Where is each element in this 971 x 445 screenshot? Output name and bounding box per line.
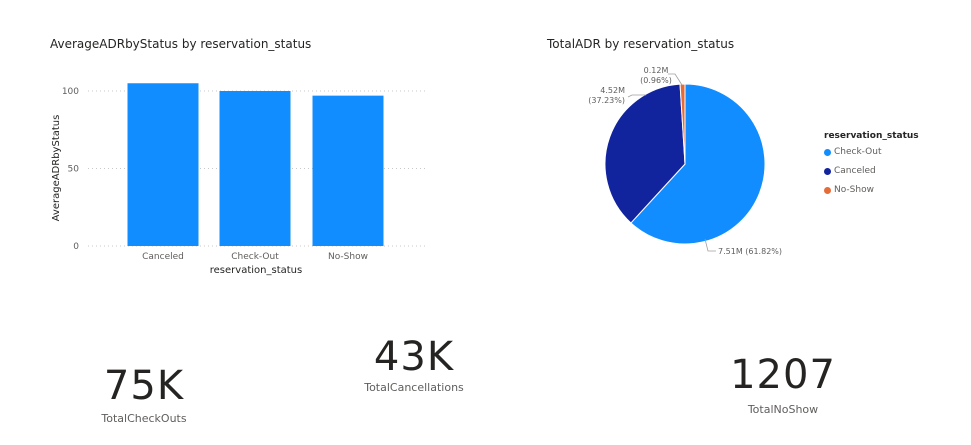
- pie-slice: [604, 83, 686, 224]
- bar: [312, 95, 384, 247]
- kpi-cancellations-label: TotalCancellations: [364, 381, 464, 394]
- legend-item-check-out[interactable]: Check-Out: [824, 147, 882, 157]
- data-label: 4.52M: [600, 86, 625, 95]
- leader-line: [704, 238, 716, 252]
- legend-item-no-show[interactable]: No-Show: [824, 185, 874, 195]
- y-tick-label: 50: [68, 165, 80, 175]
- y-tick-label: 100: [62, 87, 79, 97]
- y-axis-label: AverageADRbyStatus: [51, 115, 62, 222]
- kpi-noshow-label: TotalNoShow: [747, 403, 819, 416]
- bar: [219, 91, 291, 246]
- kpi-noshow-value: 1207: [730, 352, 836, 398]
- legend-title: reservation_status: [824, 131, 919, 141]
- data-label: (37.23%): [588, 96, 625, 105]
- data-label: 7.51M (61.82%): [718, 247, 782, 256]
- kpi-checkouts-value: 75K: [103, 363, 185, 409]
- x-tick-label: No-Show: [328, 252, 368, 262]
- legend-label: Check-Out: [834, 147, 882, 157]
- data-label: (0.96%): [640, 76, 672, 85]
- kpi-cancellations-value: 43K: [373, 334, 455, 380]
- pie-chart-title: TotalADR by reservation_status: [547, 37, 735, 51]
- x-tick-label: Canceled: [142, 252, 184, 262]
- x-tick-label: Check-Out: [231, 252, 279, 262]
- legend-dot-no-show: [824, 186, 831, 194]
- pie-slice: [630, 83, 766, 245]
- leader-line: [627, 94, 646, 98]
- legend-label: Canceled: [834, 166, 876, 176]
- leader-line: [668, 73, 683, 86]
- bar-chart-title: AverageADRbyStatus by reservation_status: [50, 37, 312, 51]
- legend-item-canceled[interactable]: Canceled: [824, 166, 876, 176]
- kpi-checkouts-label: TotalCheckOuts: [101, 412, 187, 425]
- legend-dot-check-out: [824, 148, 831, 156]
- data-label: 0.12M: [644, 66, 669, 75]
- y-tick-label: 0: [73, 242, 79, 252]
- pie-slice: [679, 83, 686, 165]
- x-axis-label: reservation_status: [210, 265, 302, 276]
- bar: [127, 83, 199, 246]
- legend-label: No-Show: [834, 185, 874, 195]
- legend-dot-canceled: [824, 167, 831, 175]
